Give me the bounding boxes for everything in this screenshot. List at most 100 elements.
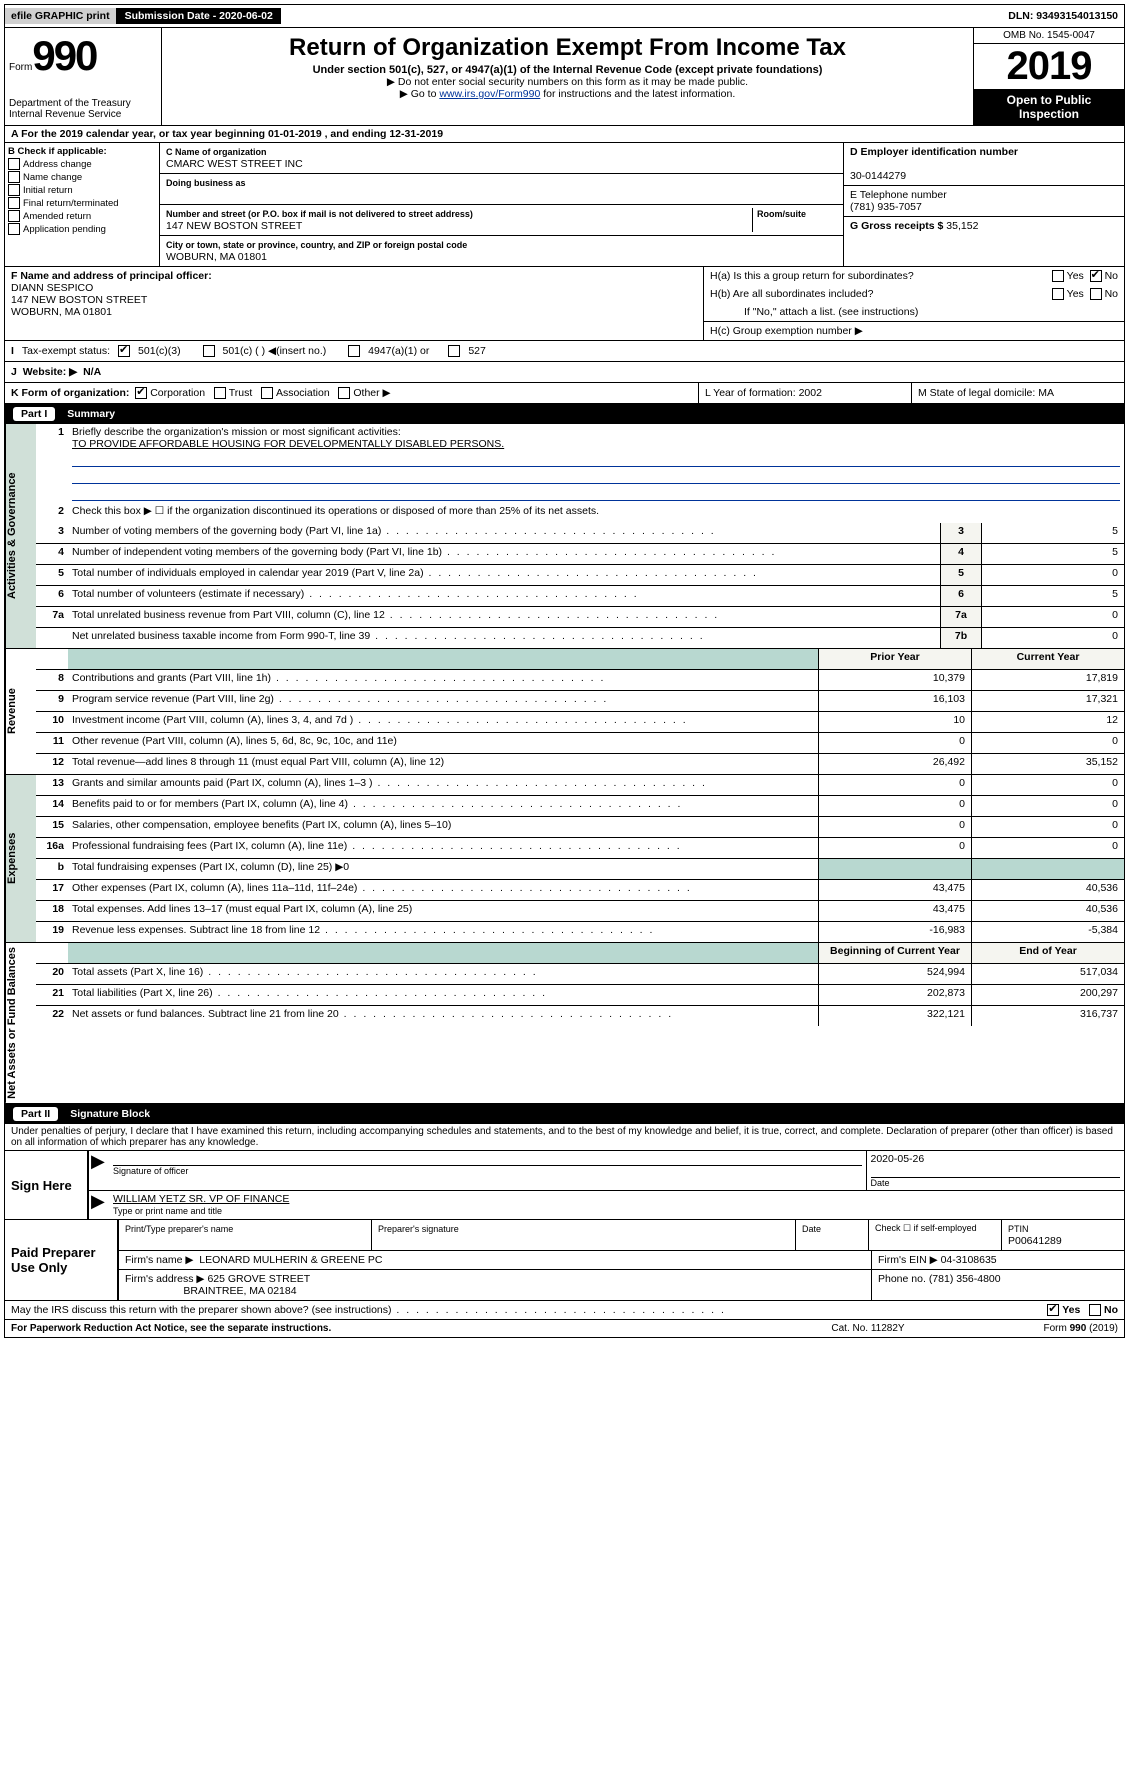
discuss-no-checkbox[interactable] [1089,1304,1101,1316]
paid-preparer-section: Paid Preparer Use Only Print/Type prepar… [5,1219,1124,1300]
prep-sig-lbl: Preparer's signature [378,1224,459,1234]
goto-link-line: ▶ Go to www.irs.gov/Form990 for instruct… [170,88,965,100]
summary-revenue: Revenue Prior YearCurrent Year 8Contribu… [4,649,1125,775]
ha-no-checkbox[interactable] [1090,270,1102,282]
q22: Net assets or fund balances. Subtract li… [68,1006,818,1026]
city-label: City or town, state or province, country… [166,240,467,250]
assoc-checkbox[interactable] [261,387,273,399]
other-checkbox[interactable] [338,387,350,399]
trust-checkbox[interactable] [214,387,226,399]
hb-yes-checkbox[interactable] [1052,288,1064,300]
hc-question: H(c) Group exemption number ▶ [710,325,863,337]
corp-checkbox[interactable] [135,387,147,399]
v5: 0 [981,565,1124,585]
website-row: J Website: ▶ N/A [5,361,1124,383]
part-i-header: Part I Summary [4,404,1125,424]
date-label: Date [871,1177,1121,1188]
col-b-checkboxes: B Check if applicable: Address change Na… [5,143,160,266]
vtab-net-assets: Net Assets or Fund Balances [5,943,36,1103]
tax-year: 2019 [974,44,1124,89]
col-d-e-g: D Employer identification number 30-0144… [843,143,1124,266]
app-pending-checkbox[interactable] [8,223,20,235]
firm-name: LEONARD MULHERIN & GREENE PC [199,1254,382,1266]
officer-printed-name: WILLIAM YETZ SR. VP OF FINANCE [113,1193,289,1205]
room-label: Room/suite [757,209,806,219]
website-label: Website: ▶ [23,366,78,378]
name-change-checkbox[interactable] [8,171,20,183]
final-return-checkbox[interactable] [8,197,20,209]
hb-question: H(b) Are all subordinates included? [710,288,1052,300]
phone-label: E Telephone number [850,189,947,201]
4947-checkbox[interactable] [348,345,360,357]
state-domicile: M State of legal domicile: MA [911,383,1124,403]
firm-addr-lbl: Firm's address ▶ [125,1273,205,1285]
mission-text: TO PROVIDE AFFORDABLE HOUSING FOR DEVELO… [72,438,504,450]
hb-no-checkbox[interactable] [1090,288,1102,300]
return-title: Return of Organization Exempt From Incom… [170,34,965,62]
f-label: F Name and address of principal officer: [11,270,212,282]
form-id-cell: Form990 Department of the Treasury Inter… [5,28,162,125]
firm-name-lbl: Firm's name ▶ [125,1254,193,1266]
phone-value: (781) 935-7057 [850,201,922,213]
efile-label[interactable]: efile GRAPHIC print [5,8,117,24]
v7a: 0 [981,607,1124,627]
dept-treasury: Department of the Treasury Internal Reve… [9,98,157,120]
q17: Other expenses (Part IX, column (A), lin… [68,880,818,900]
arrow-icon: ▶ [89,1151,109,1190]
part-ii-header: Part II Signature Block [4,1104,1125,1124]
ha-question: H(a) Is this a group return for subordin… [710,270,1052,282]
summary-net-assets: Net Assets or Fund Balances Beginning of… [4,943,1125,1104]
501c-checkbox[interactable] [203,345,215,357]
v6: 5 [981,586,1124,606]
amended-return-checkbox[interactable] [8,210,20,222]
q19: Revenue less expenses. Subtract line 18 … [68,922,818,942]
addr-change-checkbox[interactable] [8,158,20,170]
return-subtitle: Under section 501(c), 527, or 4947(a)(1)… [170,64,965,76]
sign-here-row: Sign Here ▶ Signature of officer 2020-05… [5,1150,1124,1219]
year-formation: L Year of formation: 2002 [698,383,911,403]
discuss-yes-checkbox[interactable] [1047,1304,1059,1316]
527-checkbox[interactable] [448,345,460,357]
part-ii-badge: Part II [13,1107,58,1121]
firm-phone-lbl: Phone no. [878,1273,926,1285]
discuss-question: May the IRS discuss this return with the… [11,1304,1047,1316]
q1: Briefly describe the organization's miss… [72,426,401,438]
top-bar: efile GRAPHIC print Submission Date - 20… [4,4,1125,28]
website-value: N/A [83,366,101,378]
prior-year-hdr: Prior Year [818,649,971,669]
ha-yes-checkbox[interactable] [1052,270,1064,282]
section-k-l-m: K Form of organization: Corporation Trus… [4,383,1125,404]
section-b-to-g: B Check if applicable: Address change Na… [4,143,1125,266]
501c3-checkbox[interactable] [118,345,130,357]
q5: Total number of individuals employed in … [68,565,940,585]
initial-return-checkbox[interactable] [8,184,20,196]
open-public-badge: Open to Public Inspection [974,89,1124,125]
officer-addr: 147 NEW BOSTON STREET [11,294,147,306]
sign-here-label: Sign Here [5,1151,89,1219]
discuss-with-preparer: May the IRS discuss this return with the… [4,1301,1125,1320]
q14: Benefits paid to or for members (Part IX… [68,796,818,816]
i-label: Tax-exempt status: [22,345,110,357]
q7a: Total unrelated business revenue from Pa… [68,607,940,627]
section-f-h: F Name and address of principal officer:… [4,266,1125,340]
pra-notice: For Paperwork Reduction Act Notice, see … [11,1323,768,1334]
irs-link[interactable]: www.irs.gov/Form990 [439,88,540,100]
firm-phone: (781) 356-4800 [929,1273,1001,1285]
end-year-hdr: End of Year [971,943,1124,963]
hb-note: If "No," attach a list. (see instruction… [744,306,918,318]
firm-ein-lbl: Firm's EIN ▶ [878,1254,938,1266]
org-city: WOBURN, MA 01801 [166,251,267,263]
submission-date: Submission Date - 2020-06-02 [117,8,281,24]
q16a: Professional fundraising fees (Part IX, … [68,838,818,858]
summary-governance: Activities & Governance 1 Briefly descri… [4,424,1125,649]
officer-city: WOBURN, MA 01801 [11,306,112,318]
b-header: B Check if applicable: [8,146,107,157]
v7b: 0 [981,628,1124,648]
q8: Contributions and grants (Part VIII, lin… [68,670,818,690]
cat-no: Cat. No. 11282Y [768,1323,968,1334]
arrow-icon: ▶ [89,1191,109,1219]
v4: 5 [981,544,1124,564]
q13: Grants and similar amounts paid (Part IX… [68,775,818,795]
current-year-hdr: Current Year [971,649,1124,669]
vtab-revenue: Revenue [5,649,36,774]
